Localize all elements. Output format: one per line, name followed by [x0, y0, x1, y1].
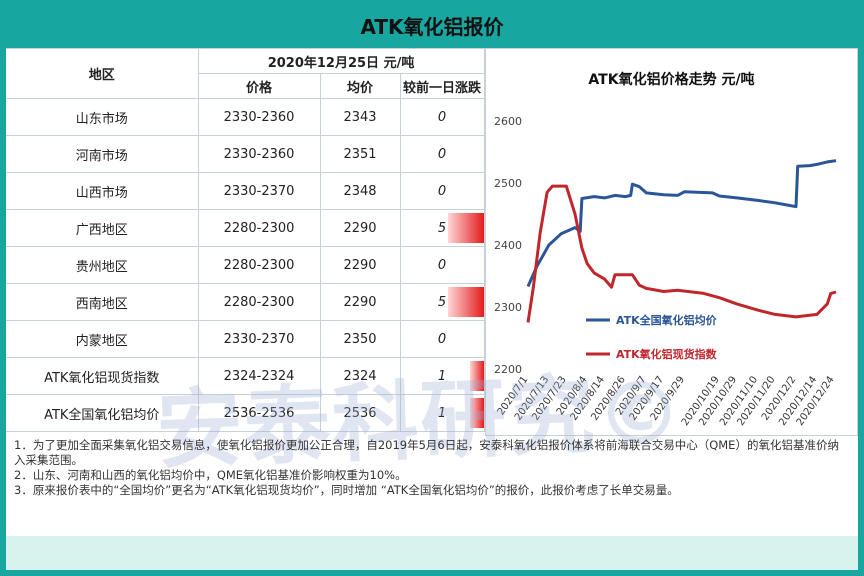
table-row: 河南市场 2330-2360 2351 0 — [6, 135, 485, 173]
report-panel: ATK氧化铝报价 地区 2020年12月25日 元/吨 价格 均价 较前一日涨跌… — [6, 6, 858, 570]
region-cell: 山西市场 — [6, 172, 199, 210]
avg-cell: 2290 — [319, 246, 401, 284]
chart-title: ATK氧化铝价格走势 元/吨 — [588, 72, 755, 88]
avg-cell: 2290 — [319, 209, 401, 247]
table-row: ATK氧化铝现货指数 2324-2324 2324 1 — [6, 357, 485, 395]
series-line — [526, 184, 837, 323]
price-cell: 2330-2370 — [197, 320, 321, 358]
change-cell: 0 — [399, 135, 485, 173]
change-cell: 5 — [399, 283, 485, 321]
change-value: 0 — [437, 257, 447, 273]
change-value: 5 — [437, 294, 447, 310]
change-column-header: 较前一日涨跌 — [399, 73, 485, 99]
region-cell: ATK全国氧化铝均价 — [6, 394, 199, 432]
table-row: 山西市场 2330-2370 2348 0 — [6, 172, 485, 210]
avg-cell: 2290 — [319, 283, 401, 321]
footnote: 3．原来报价表中的“全国均价”更名为“ATK氧化铝现货均价”，同时增加 “ATK… — [14, 483, 679, 497]
legend-label: ATK氧化铝现货指数 — [616, 347, 718, 361]
column-header-row: 价格 均价 较前一日涨跌 — [6, 73, 485, 99]
change-data-bar — [447, 213, 484, 243]
region-cell: 河南市场 — [6, 135, 199, 173]
change-value: 0 — [437, 146, 447, 162]
avg-cell: 2350 — [319, 320, 401, 358]
y-tick-label: 2200 — [494, 363, 522, 376]
table-row: 广西地区 2280-2300 2290 5 — [6, 209, 485, 247]
table-header-row: 地区 2020年12月25日 元/吨 — [6, 48, 485, 99]
avg-cell: 2348 — [319, 172, 401, 210]
bottom-strip — [6, 536, 858, 570]
price-cell: 2330-2360 — [197, 98, 321, 136]
change-value: 5 — [437, 220, 447, 236]
change-cell: 0 — [399, 320, 485, 358]
footnote: 1．为了更加全面采集氧化铝交易信息，使氧化铝报价更加公正合理，自2019年5月6… — [14, 438, 839, 467]
avg-cell: 2324 — [319, 357, 401, 395]
change-data-bar — [469, 398, 484, 428]
price-cell: 2280-2300 — [197, 283, 321, 321]
price-cell: 2330-2360 — [197, 135, 321, 173]
region-cell: 贵州地区 — [6, 246, 199, 284]
price-cell: 2330-2370 — [197, 172, 321, 210]
price-cell: 2324-2324 — [197, 357, 321, 395]
footnote: 2．山东、河南和山西的氧化铝均价中，QME氧化铝基准价影响权重为10%。 — [14, 468, 407, 482]
date-header: 2020年12月25日 元/吨 — [197, 48, 485, 74]
price-table: 地区 2020年12月25日 元/吨 价格 均价 较前一日涨跌 山东市场 2330… — [6, 48, 485, 432]
avg-column-header: 均价 — [319, 73, 401, 99]
change-cell: 5 — [399, 209, 485, 247]
price-column-header: 价格 — [197, 73, 321, 99]
change-value: 1 — [437, 405, 447, 421]
footnotes: 1．为了更加全面采集氧化铝交易信息，使氧化铝报价更加公正合理，自2019年5月6… — [6, 438, 858, 498]
table-row: ATK全国氧化铝均价 2536-2536 2536 1 — [6, 394, 485, 432]
change-value: 1 — [437, 368, 447, 384]
page-title: ATK氧化铝报价 — [6, 6, 858, 48]
change-data-bar — [447, 287, 484, 317]
y-tick-label: 2400 — [494, 239, 522, 252]
region-cell: 西南地区 — [6, 283, 199, 321]
avg-cell: 2536 — [319, 394, 401, 432]
table-row: 西南地区 2280-2300 2290 5 — [6, 283, 485, 321]
region-cell: 广西地区 — [6, 209, 199, 247]
y-tick-label: 2500 — [494, 177, 522, 190]
change-cell: 0 — [399, 172, 485, 210]
table-row: 内蒙地区 2330-2370 2350 0 — [6, 320, 485, 358]
price-cell: 2280-2300 — [197, 209, 321, 247]
change-value: 0 — [437, 331, 447, 347]
change-value: 0 — [437, 109, 447, 125]
y-tick-label: 2300 — [494, 301, 522, 314]
change-cell: 0 — [399, 246, 485, 284]
price-cell: 2280-2300 — [197, 246, 321, 284]
change-cell: 1 — [399, 357, 485, 395]
chart-svg: 220023002400250026002020/7/12020/7/13202… — [494, 115, 837, 428]
change-data-bar — [469, 361, 484, 391]
avg-cell: 2351 — [319, 135, 401, 173]
series-line — [526, 159, 837, 288]
table-row: 山东市场 2330-2360 2343 0 — [6, 98, 485, 136]
region-header: 地区 — [6, 48, 199, 99]
legend-label: ATK全国氧化铝均价 — [616, 313, 718, 327]
price-trend-chart: ATK氧化铝价格走势 元/吨 2200 2300 2400 2500 2600 2020/… — [485, 48, 858, 436]
region-cell: 内蒙地区 — [6, 320, 199, 358]
table-row: 贵州地区 2280-2300 2290 0 — [6, 246, 485, 284]
y-tick-label: 2600 — [494, 115, 522, 128]
avg-cell: 2343 — [319, 98, 401, 136]
region-cell: 山东市场 — [6, 98, 199, 136]
change-cell: 0 — [399, 98, 485, 136]
region-cell: ATK氧化铝现货指数 — [6, 357, 199, 395]
price-cell: 2536-2536 — [197, 394, 321, 432]
change-cell: 1 — [399, 394, 485, 432]
change-value: 0 — [437, 183, 447, 199]
